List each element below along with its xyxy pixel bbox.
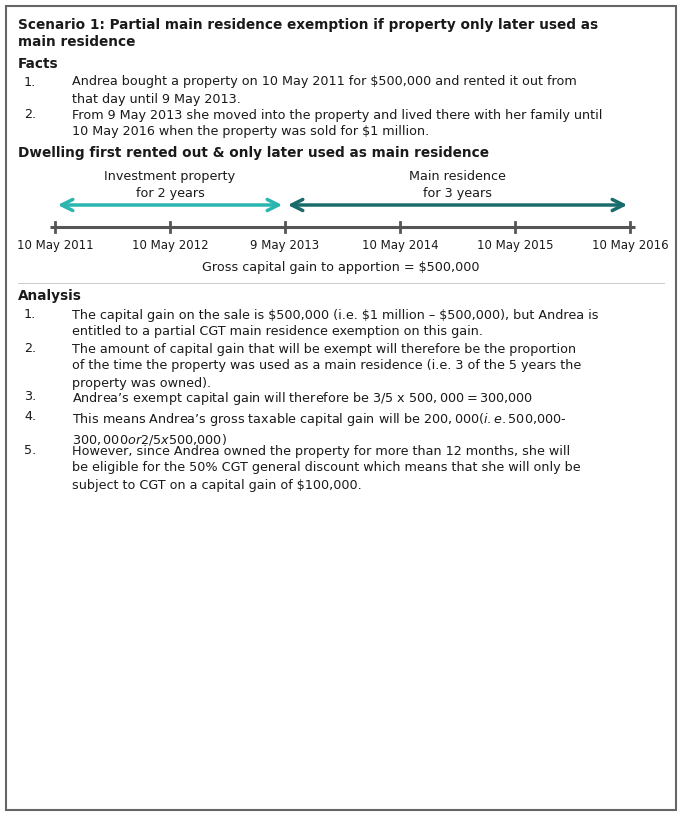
Text: Facts: Facts (18, 57, 59, 71)
Text: 1.: 1. (24, 76, 36, 88)
Text: However, since Andrea owned the property for more than 12 months, she will
be el: However, since Andrea owned the property… (72, 445, 580, 491)
Text: Dwelling first rented out & only later used as main residence: Dwelling first rented out & only later u… (18, 145, 489, 159)
Text: The amount of capital gain that will be exempt will therefore be the proportion
: The amount of capital gain that will be … (72, 343, 581, 389)
Text: 2.: 2. (24, 109, 36, 122)
Text: The capital gain on the sale is $500,000 (i.e. $1 million – $500,000), but Andre: The capital gain on the sale is $500,000… (72, 308, 599, 339)
Text: 9 May 2013: 9 May 2013 (250, 239, 320, 252)
Text: Scenario 1: Partial main residence exemption if property only later used as: Scenario 1: Partial main residence exemp… (18, 18, 598, 32)
Text: Andrea’s exempt capital gain will therefore be 3/5 x $500,000 = $300,000: Andrea’s exempt capital gain will theref… (72, 390, 533, 407)
Text: 3.: 3. (24, 390, 36, 403)
FancyBboxPatch shape (6, 6, 676, 810)
Text: 10 May 2014: 10 May 2014 (361, 239, 439, 252)
Text: 10 May 2011: 10 May 2011 (16, 239, 93, 252)
Text: 10 May 2015: 10 May 2015 (477, 239, 553, 252)
Text: 2.: 2. (24, 343, 36, 356)
Text: main residence: main residence (18, 34, 135, 48)
Text: Gross capital gain to apportion = $500,000: Gross capital gain to apportion = $500,0… (203, 260, 479, 273)
Text: From 9 May 2013 she moved into the property and lived there with her family unti: From 9 May 2013 she moved into the prope… (72, 109, 602, 139)
Text: 5.: 5. (24, 445, 36, 458)
Text: Main residence
for 3 years: Main residence for 3 years (409, 170, 506, 199)
Text: 1.: 1. (24, 308, 36, 322)
Text: 10 May 2012: 10 May 2012 (132, 239, 208, 252)
Text: 10 May 2016: 10 May 2016 (592, 239, 668, 252)
Text: Andrea bought a property on 10 May 2011 for $500,000 and rented it out from
that: Andrea bought a property on 10 May 2011 … (72, 76, 577, 105)
Text: Investment property
for 2 years: Investment property for 2 years (104, 170, 235, 199)
Text: 4.: 4. (24, 410, 36, 424)
Text: Analysis: Analysis (18, 289, 82, 303)
Text: This means Andrea’s gross taxable capital gain will be $200,000 (i.e. $500,000-
: This means Andrea’s gross taxable capita… (72, 410, 567, 447)
